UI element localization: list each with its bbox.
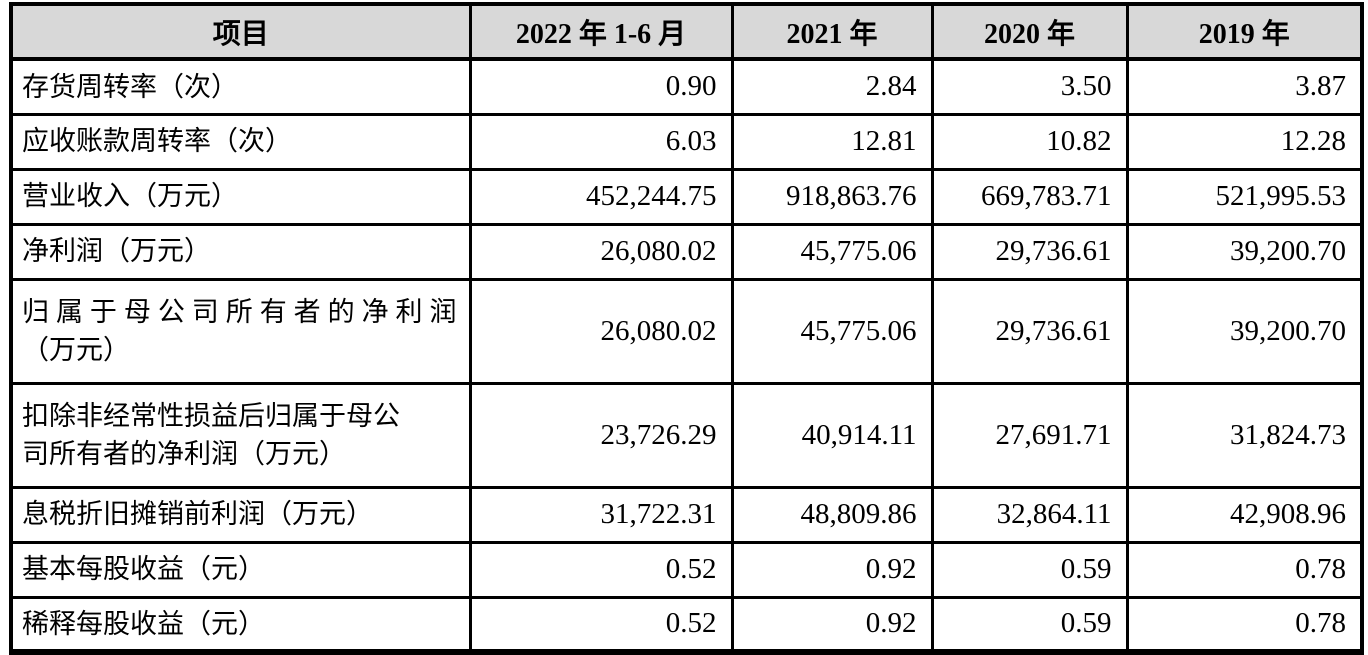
value-cell: 3.87 [1125,57,1364,116]
value-cell: 0.52 [468,540,734,599]
value-cell: 39,200.70 [1125,277,1364,385]
value-cell: 40,914.11 [730,381,934,489]
row-label: 扣除非经常性损益后归属于母公 司所有者的净利润（万元） [9,381,472,489]
row-label-line: 基本每股收益（元） [22,554,265,585]
value-cell: 0.59 [930,595,1129,654]
table-row: 存货周转率（次） 0.90 2.84 3.50 3.87 [9,57,1364,116]
value-cell: 0.78 [1125,540,1364,599]
table-row: 扣除非经常性损益后归属于母公 司所有者的净利润（万元） 23,726.29 40,91… [9,381,1364,489]
row-label-line: 存货周转率（次） [22,71,238,102]
row-label-line: 息税折旧摊销前利润（万元） [22,499,373,530]
table-row: 净利润（万元） 26,080.02 45,775.06 29,736.61 39,200… [9,222,1364,281]
value-cell: 29,736.61 [930,277,1129,385]
value-cell: 0.59 [930,540,1129,599]
row-label-line: 营业收入（万元） [22,181,238,212]
value-cell: 45,775.06 [730,222,934,281]
value-cell: 6.03 [468,112,734,171]
column-header-period-4: 2019 年 [1125,2,1364,61]
row-label-line: 归属于母公司所有者的净利润 [22,296,457,327]
column-header-period-3: 2020 年 [930,2,1129,61]
value-cell: 29,736.61 [930,222,1129,281]
row-label-line: 净利润（万元） [22,236,211,267]
value-cell: 669,783.71 [930,167,1129,226]
row-label: 归属于母公司所有者的净利润 （万元） [9,277,472,385]
value-cell: 452,244.75 [468,167,734,226]
row-label-line: 应收账款周转率（次） [22,126,292,157]
value-cell: 0.92 [730,595,934,654]
value-cell: 521,995.53 [1125,167,1364,226]
column-header-period-2: 2021 年 [730,2,934,61]
financial-metrics-table: 项目 2022 年 1-6 月 2021 年 2020 年 2019 年 存货周转率（次… [9,2,1364,655]
value-cell: 10.82 [930,112,1129,171]
value-cell: 26,080.02 [468,277,734,385]
row-label: 稀释每股收益（元） [9,595,472,654]
row-label-line: （万元） [22,335,130,365]
value-cell: 31,722.31 [468,485,734,544]
table-body: 存货周转率（次） 0.90 2.84 3.50 3.87 应收账款周转率（次） 6.03 12… [9,57,1364,654]
row-label-line: 司所有者的净利润（万元） [22,439,346,469]
row-label: 净利润（万元） [9,222,472,281]
row-label: 基本每股收益（元） [9,540,472,599]
header-row: 项目 2022 年 1-6 月 2021 年 2020 年 2019 年 [9,2,1364,61]
value-cell: 23,726.29 [468,381,734,489]
table-row: 应收账款周转率（次） 6.03 12.81 10.82 12.28 [9,112,1364,171]
value-cell: 0.92 [730,540,934,599]
row-label-line: 扣除非经常性损益后归属于母公 [22,400,400,431]
table-row: 归属于母公司所有者的净利润 （万元） 26,080.02 45,775.06 29,73… [9,277,1364,385]
table-row: 营业收入（万元） 452,244.75 918,863.76 669,783.71 52… [9,167,1364,226]
value-cell: 32,864.11 [930,485,1129,544]
value-cell: 2.84 [730,57,934,116]
column-header-period-1: 2022 年 1-6 月 [468,2,734,61]
value-cell: 12.28 [1125,112,1364,171]
value-cell: 27,691.71 [930,381,1129,489]
value-cell: 0.90 [468,57,734,116]
value-cell: 0.78 [1125,595,1364,654]
value-cell: 12.81 [730,112,934,171]
table-row: 稀释每股收益（元） 0.52 0.92 0.59 0.78 [9,595,1364,654]
value-cell: 918,863.76 [730,167,934,226]
row-label-line: 稀释每股收益（元） [22,608,265,639]
value-cell: 39,200.70 [1125,222,1364,281]
value-cell: 3.50 [930,57,1129,116]
row-label: 存货周转率（次） [9,57,472,116]
value-cell: 26,080.02 [468,222,734,281]
value-cell: 42,908.96 [1125,485,1364,544]
row-label: 息税折旧摊销前利润（万元） [9,485,472,544]
value-cell: 31,824.73 [1125,381,1364,489]
value-cell: 0.52 [468,595,734,654]
row-label: 应收账款周转率（次） [9,112,472,171]
table-row: 息税折旧摊销前利润（万元） 31,722.31 48,809.86 32,864.11… [9,485,1364,544]
value-cell: 45,775.06 [730,277,934,385]
row-label: 营业收入（万元） [9,167,472,226]
value-cell: 48,809.86 [730,485,934,544]
column-header-item: 项目 [9,2,472,61]
table-row: 基本每股收益（元） 0.52 0.92 0.59 0.78 [9,540,1364,599]
